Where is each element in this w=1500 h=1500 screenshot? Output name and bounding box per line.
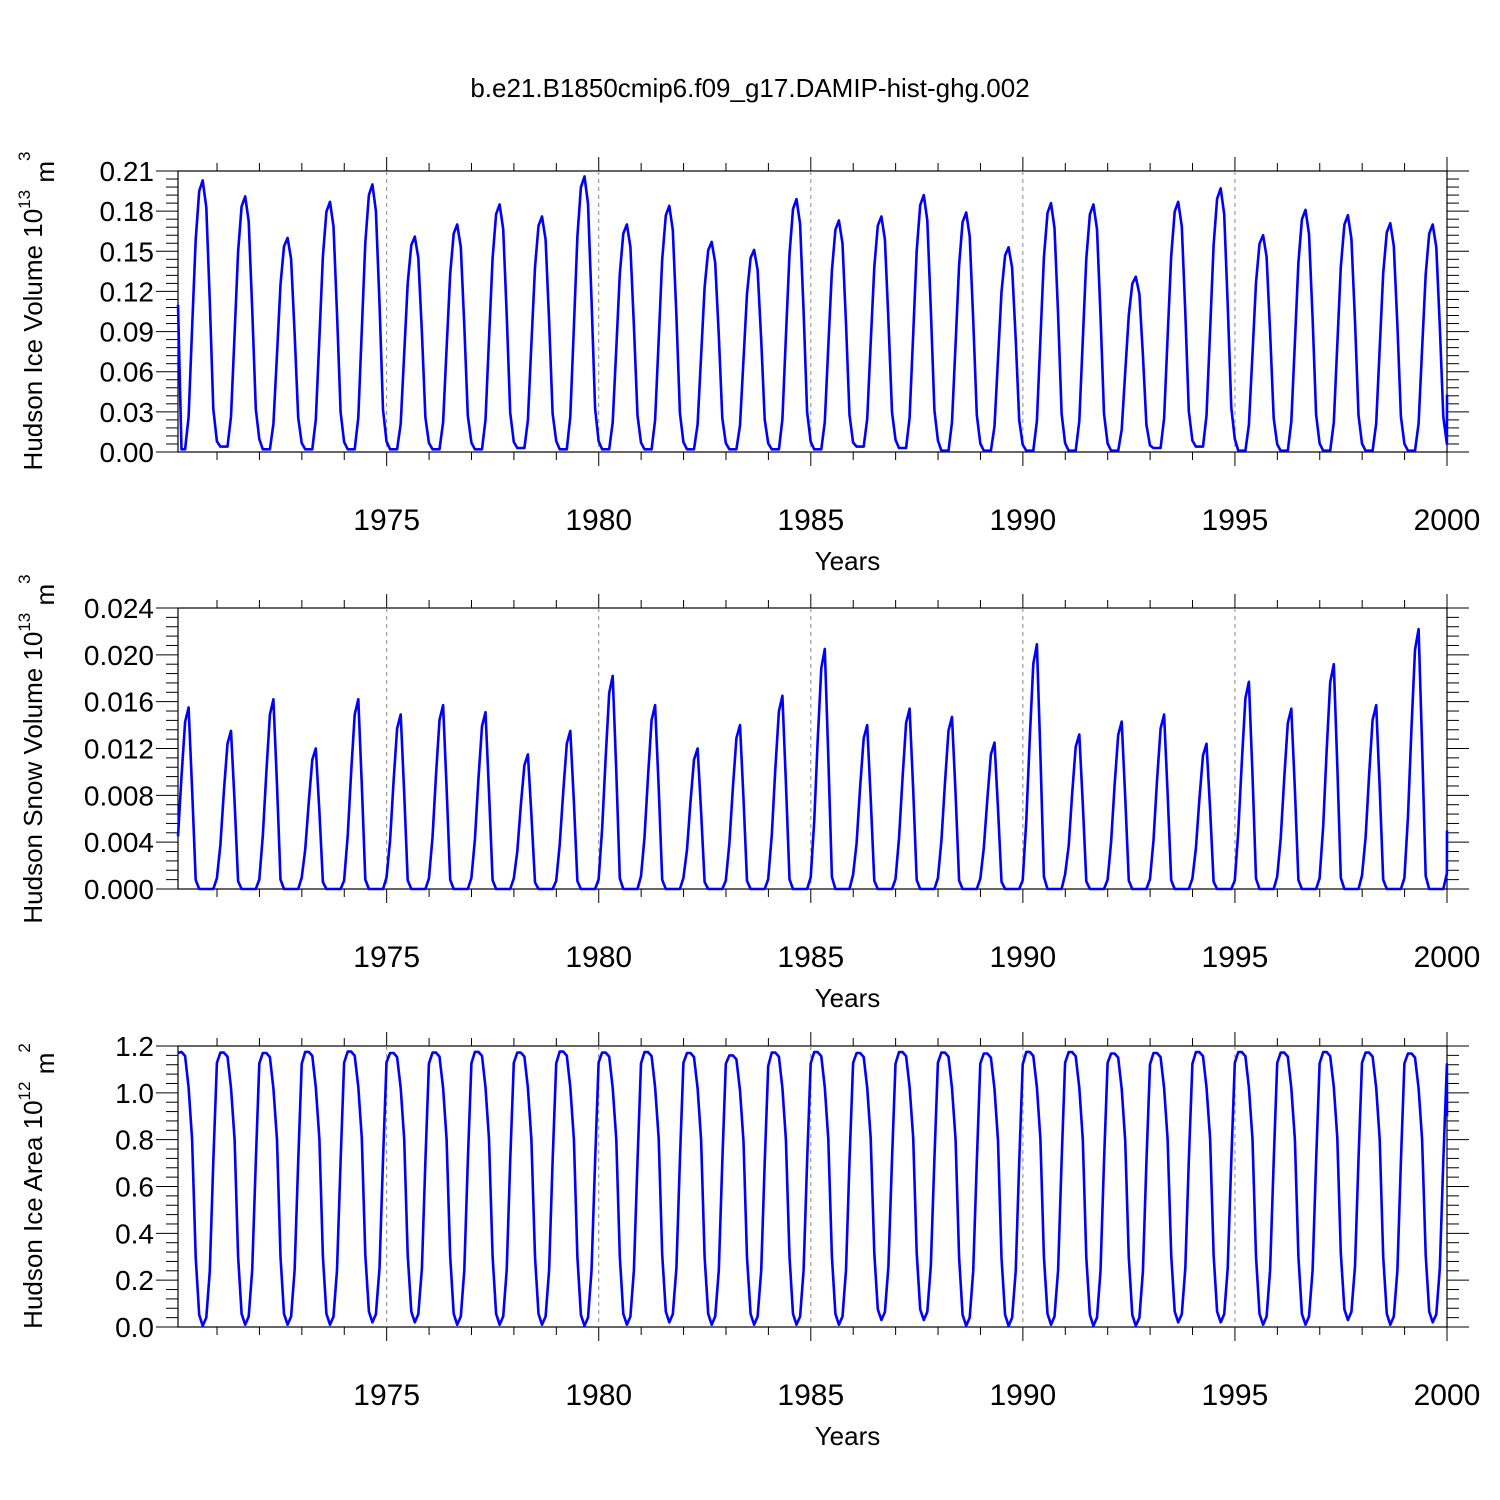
y-tick-label: 0.008 xyxy=(84,780,154,811)
x-tick-label: 1980 xyxy=(565,941,632,974)
y-tick-label: 0.020 xyxy=(84,640,154,671)
panel-ice-area: 0.0 0.2 0.4 0.6 0.8 1.0 1.2 1975 1980 1985 1990 199… xyxy=(15,1031,1480,1451)
y-tick-label: 0.4 xyxy=(115,1218,154,1249)
y-axis-label-ylabel-unit: m xyxy=(30,1053,60,1082)
y-tick-label: 0.09 xyxy=(100,317,155,348)
x-tick-label: 2000 xyxy=(1414,504,1481,537)
data-series-line xyxy=(177,1050,1449,1328)
x-tick-label: 1995 xyxy=(1202,1379,1269,1412)
x-tick-label: 1990 xyxy=(989,504,1056,537)
y-tick-label: 0.0 xyxy=(115,1312,154,1343)
y-axis-label-ylabel-unit: m xyxy=(30,161,60,190)
y-axis-label-ylabel-unit-exp: 2 xyxy=(15,1043,34,1052)
y-axis-label-ylabel-exp: 13 xyxy=(15,613,34,632)
y-tick-label: 0.016 xyxy=(84,687,154,718)
x-tick-label: 1975 xyxy=(353,941,420,974)
x-tick-label: 1985 xyxy=(777,941,844,974)
x-tick-label: 1995 xyxy=(1202,504,1269,537)
panel-snow-volume: 0.000 0.004 0.008 0.012 0.016 0.020 0.024 1975 1… xyxy=(15,574,1480,1013)
y-tick-label: 0.012 xyxy=(84,734,154,765)
x-tick-label: 1975 xyxy=(353,504,420,537)
y-tick-label: 0.03 xyxy=(100,397,155,428)
y-tick-label: 1.2 xyxy=(115,1031,154,1062)
x-axis-label: Years xyxy=(815,983,881,1013)
y-tick-label: 0.2 xyxy=(115,1265,154,1296)
x-tick-label: 1990 xyxy=(989,941,1056,974)
x-tick-label: 1985 xyxy=(777,504,844,537)
x-tick-label: 1985 xyxy=(777,1379,844,1412)
y-axis-label-ylabel-base: Hudson Snow Volume 10 xyxy=(18,632,48,924)
y-axis-label-ylabel-base: Hudson Ice Area 10 xyxy=(18,1100,48,1328)
y-tick-label: 0.12 xyxy=(100,276,155,307)
y-tick-label: 0.8 xyxy=(115,1125,154,1156)
y-tick-label: 0.18 xyxy=(100,196,155,227)
y-axis-label: Hudson Ice Volume 1013 m3 xyxy=(15,152,60,471)
y-axis-label: Hudson Snow Volume 1013 m3 xyxy=(15,574,60,923)
figure-title: b.e21.B1850cmip6.f09_g17.DAMIP-hist-ghg.… xyxy=(470,73,1029,103)
y-axis-label-ylabel-unit-exp: 3 xyxy=(15,574,34,583)
y-tick-label: 0.004 xyxy=(84,827,154,858)
y-tick-label: 0.000 xyxy=(84,874,154,905)
y-tick-label: 0.21 xyxy=(100,156,155,187)
y-axis-label-ylabel-base: Hudson Ice Volume 10 xyxy=(18,209,48,471)
y-tick-label: 0.00 xyxy=(100,437,155,468)
x-axis-label: Years xyxy=(815,1421,881,1451)
x-tick-label: 2000 xyxy=(1414,941,1481,974)
y-axis-label-ylabel-exp: 12 xyxy=(15,1082,34,1101)
y-axis-label-ylabel-unit-exp: 3 xyxy=(15,152,34,161)
x-tick-label: 1990 xyxy=(989,1379,1056,1412)
x-tick-label: 1980 xyxy=(565,1379,632,1412)
data-series-line xyxy=(176,627,1449,891)
panel-ice-volume: 0.00 0.03 0.06 0.09 0.12 0.15 0.18 0.21 1975 1980… xyxy=(15,152,1480,576)
y-axis-label-ylabel-exp: 13 xyxy=(15,190,34,209)
y-axis-label: Hudson Ice Area 1012 m2 xyxy=(15,1043,60,1329)
y-axis-label-ylabel-unit: m xyxy=(30,584,60,613)
x-tick-label: 1995 xyxy=(1202,941,1269,974)
x-axis-label: Years xyxy=(815,546,881,576)
y-tick-label: 1.0 xyxy=(115,1078,154,1109)
data-series-line xyxy=(176,175,1449,452)
y-tick-label: 0.06 xyxy=(100,357,155,388)
y-tick-label: 0.6 xyxy=(115,1172,154,1203)
y-tick-label: 0.024 xyxy=(84,593,154,624)
y-tick-label: 0.15 xyxy=(100,236,155,267)
x-tick-label: 1980 xyxy=(565,504,632,537)
x-tick-label: 2000 xyxy=(1414,1379,1481,1412)
x-tick-label: 1975 xyxy=(353,1379,420,1412)
